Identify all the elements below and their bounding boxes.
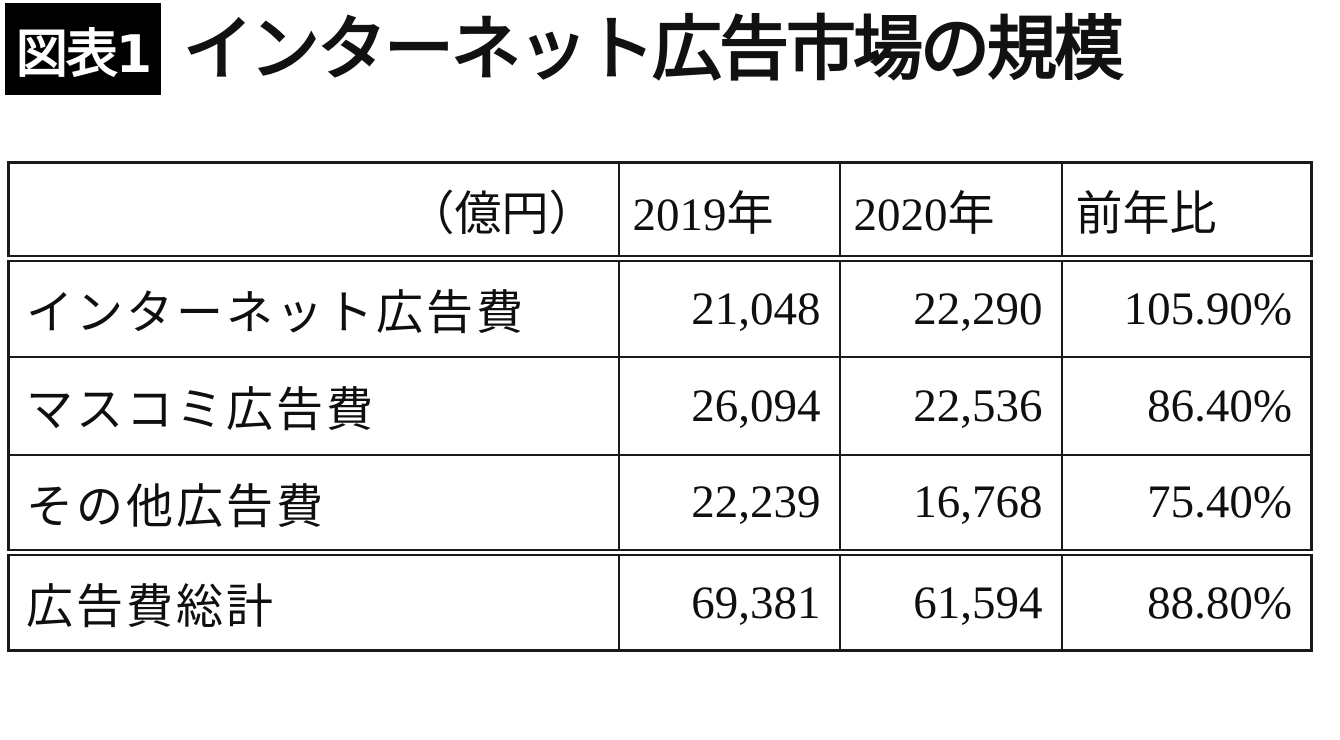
value-yoy: 105.90% [1060, 257, 1313, 358]
value-2019: 22,239 [617, 453, 841, 554]
ad-market-table: （億円） 2019年 2020年 前年比 インターネット広告費 21,048 2… [7, 161, 1313, 652]
unit-header-cell: （億円） [7, 161, 620, 262]
value-yoy: 86.40% [1060, 355, 1313, 456]
row-label: その他広告費 [7, 453, 620, 554]
figure-number-badge: 図表1 [5, 3, 161, 95]
row-label: 広告費総計 [7, 549, 620, 652]
table-container: （億円） 2019年 2020年 前年比 インターネット広告費 21,048 2… [7, 161, 1313, 652]
value-2020: 22,290 [838, 257, 1063, 358]
value-yoy: 75.40% [1060, 453, 1313, 554]
table-row-total: 広告費総計 69,381 61,594 88.80% [7, 549, 1313, 652]
figure-header: 図表1 インターネット広告市場の規模 [5, 3, 1124, 95]
figure-title: インターネット広告市場の規模 [183, 8, 1124, 90]
value-2020: 61,594 [838, 549, 1063, 652]
table-row-other-ads: その他広告費 22,239 16,768 75.40% [7, 453, 1313, 554]
value-2019: 69,381 [617, 549, 841, 652]
value-2019: 21,048 [617, 257, 841, 358]
column-header-2019: 2019年 [617, 161, 841, 262]
row-label: マスコミ広告費 [7, 355, 620, 456]
table-header-row: （億円） 2019年 2020年 前年比 [7, 161, 1313, 262]
table-row-mass-media-ads: マスコミ広告費 26,094 22,536 86.40% [7, 355, 1313, 456]
table-row-internet-ads: インターネット広告費 21,048 22,290 105.90% [7, 257, 1313, 358]
value-yoy: 88.80% [1060, 549, 1313, 652]
value-2020: 22,536 [838, 355, 1063, 456]
value-2019: 26,094 [617, 355, 841, 456]
column-header-2020: 2020年 [838, 161, 1063, 262]
row-label: インターネット広告費 [7, 257, 620, 358]
column-header-yoy: 前年比 [1060, 161, 1313, 262]
value-2020: 16,768 [838, 453, 1063, 554]
